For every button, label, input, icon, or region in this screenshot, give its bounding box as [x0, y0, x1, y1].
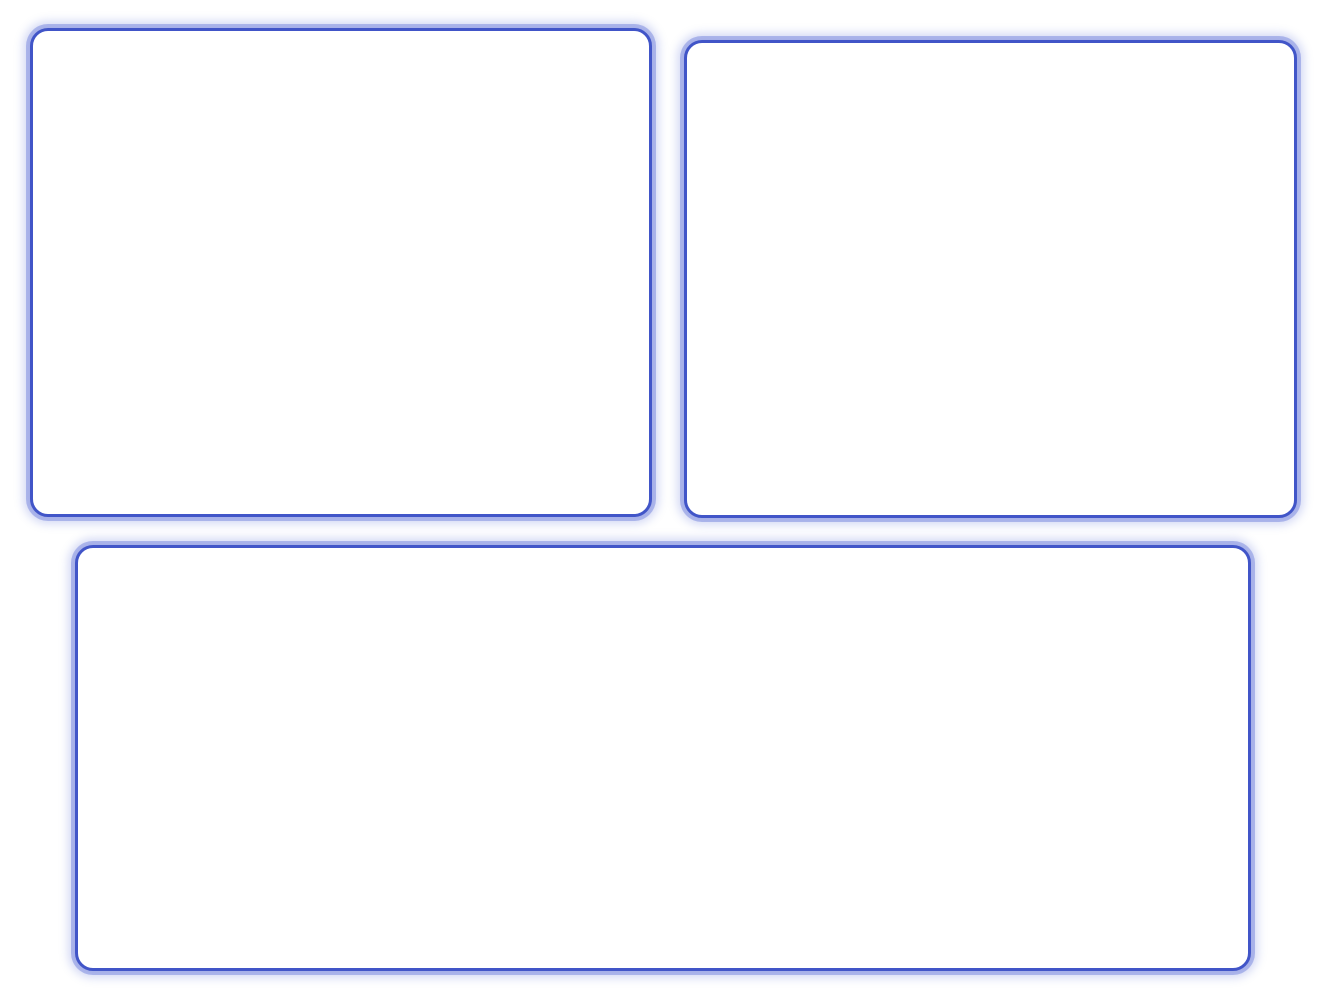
cart-abandonment-card	[684, 40, 1297, 518]
cumulative-revenue-card	[30, 28, 652, 517]
booking-trends-table	[127, 651, 1210, 915]
cart-abandonment-gauge	[687, 43, 1300, 521]
booking-trends-card	[75, 545, 1251, 971]
cumulative-revenue-chart	[33, 31, 655, 520]
